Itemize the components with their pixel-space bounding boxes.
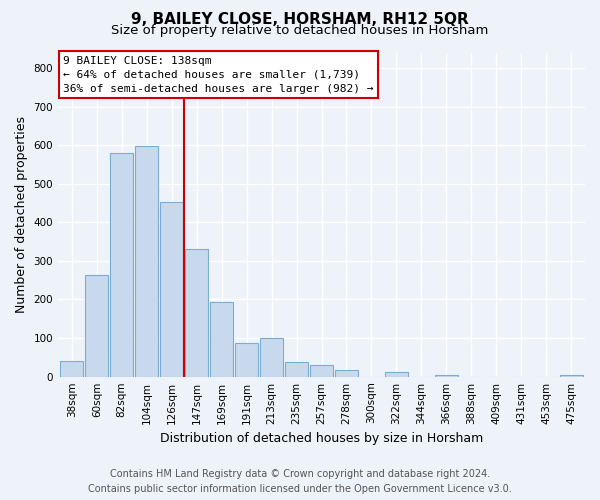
Text: 9 BAILEY CLOSE: 138sqm
← 64% of detached houses are smaller (1,739)
36% of semi-: 9 BAILEY CLOSE: 138sqm ← 64% of detached…	[64, 56, 374, 94]
Bar	[285, 362, 308, 376]
Text: 9, BAILEY CLOSE, HORSHAM, RH12 5QR: 9, BAILEY CLOSE, HORSHAM, RH12 5QR	[131, 12, 469, 28]
Bar	[60, 361, 83, 376]
Bar	[335, 370, 358, 376]
Text: Contains HM Land Registry data © Crown copyright and database right 2024.
Contai: Contains HM Land Registry data © Crown c…	[88, 468, 512, 493]
Bar	[385, 372, 408, 376]
Text: Size of property relative to detached houses in Horsham: Size of property relative to detached ho…	[112, 24, 488, 37]
X-axis label: Distribution of detached houses by size in Horsham: Distribution of detached houses by size …	[160, 432, 483, 445]
Bar	[235, 344, 258, 376]
Bar	[185, 250, 208, 376]
Bar	[210, 302, 233, 376]
Bar	[560, 375, 583, 376]
Bar	[160, 202, 183, 376]
Bar	[135, 146, 158, 376]
Bar	[310, 364, 333, 376]
Bar	[85, 275, 108, 376]
Bar	[435, 375, 458, 376]
Y-axis label: Number of detached properties: Number of detached properties	[15, 116, 28, 313]
Bar	[110, 153, 133, 376]
Bar	[260, 338, 283, 376]
